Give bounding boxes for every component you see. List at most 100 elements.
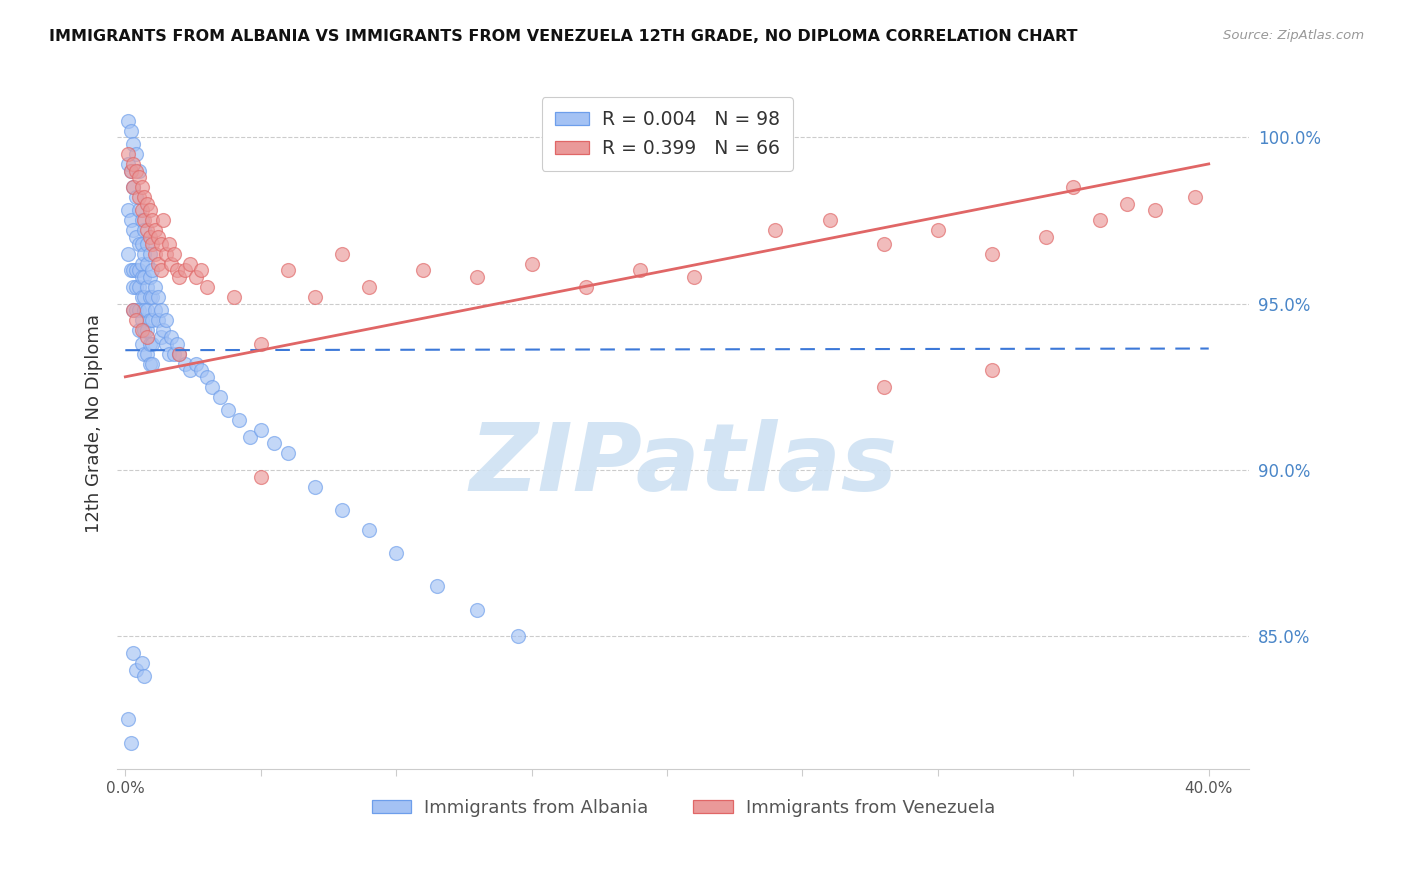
Point	[166, 263, 188, 277]
Point	[249, 336, 271, 351]
Point	[141, 236, 163, 251]
Point	[981, 363, 1004, 377]
Point	[125, 663, 148, 677]
Point	[201, 380, 224, 394]
Point	[249, 423, 271, 437]
Point	[138, 336, 160, 351]
Point	[141, 290, 163, 304]
Point	[520, 257, 543, 271]
Point	[134, 303, 156, 318]
Point	[195, 369, 218, 384]
Point	[163, 246, 186, 260]
Point	[683, 270, 706, 285]
Point	[157, 346, 180, 360]
Text: Source: ZipAtlas.com: Source: ZipAtlas.com	[1223, 29, 1364, 42]
Point	[117, 203, 139, 218]
Point	[330, 246, 353, 260]
Point	[628, 263, 651, 277]
Text: ZIPatlas: ZIPatlas	[470, 419, 897, 511]
Point	[873, 236, 896, 251]
Point	[190, 363, 212, 377]
Point	[138, 203, 160, 218]
Point	[125, 147, 148, 161]
Point	[169, 346, 191, 360]
Point	[131, 180, 153, 194]
Point	[134, 246, 156, 260]
Point	[117, 147, 139, 161]
Point	[138, 313, 160, 327]
Point	[138, 246, 160, 260]
Point	[179, 363, 201, 377]
Point	[190, 263, 212, 277]
Point	[277, 446, 299, 460]
Point	[125, 313, 148, 327]
Point	[143, 223, 166, 237]
Point	[426, 579, 449, 593]
Point	[134, 346, 156, 360]
Point	[136, 280, 159, 294]
Text: IMMIGRANTS FROM ALBANIA VS IMMIGRANTS FROM VENEZUELA 12TH GRADE, NO DIPLOMA CORR: IMMIGRANTS FROM ALBANIA VS IMMIGRANTS FR…	[49, 29, 1078, 44]
Point	[818, 213, 841, 227]
Point	[136, 236, 159, 251]
Point	[120, 163, 142, 178]
Point	[385, 546, 408, 560]
Point	[239, 430, 262, 444]
Point	[304, 479, 326, 493]
Point	[131, 290, 153, 304]
Point	[136, 257, 159, 271]
Point	[146, 313, 169, 327]
Point	[412, 263, 434, 277]
Point	[122, 280, 145, 294]
Point	[141, 336, 163, 351]
Point	[134, 290, 156, 304]
Point	[184, 270, 207, 285]
Point	[179, 257, 201, 271]
Point	[134, 669, 156, 683]
Point	[120, 163, 142, 178]
Point	[131, 656, 153, 670]
Point	[304, 290, 326, 304]
Point	[146, 230, 169, 244]
Point	[217, 403, 239, 417]
Point	[209, 390, 232, 404]
Point	[166, 336, 188, 351]
Point	[184, 357, 207, 371]
Point	[927, 223, 949, 237]
Point	[160, 330, 183, 344]
Point	[163, 346, 186, 360]
Point	[1035, 230, 1057, 244]
Point	[1090, 213, 1112, 227]
Point	[125, 280, 148, 294]
Point	[134, 190, 156, 204]
Point	[152, 213, 174, 227]
Point	[128, 236, 150, 251]
Point	[146, 257, 169, 271]
Point	[155, 313, 177, 327]
Point	[117, 157, 139, 171]
Point	[128, 170, 150, 185]
Point	[136, 346, 159, 360]
Point	[136, 330, 159, 344]
Point	[120, 263, 142, 277]
Point	[125, 190, 148, 204]
Point	[125, 263, 148, 277]
Point	[222, 290, 245, 304]
Point	[467, 602, 489, 616]
Point	[160, 257, 183, 271]
Point	[330, 503, 353, 517]
Point	[174, 357, 197, 371]
Point	[128, 303, 150, 318]
Point	[128, 163, 150, 178]
Point	[152, 323, 174, 337]
Point	[128, 280, 150, 294]
Point	[122, 303, 145, 318]
Point	[138, 357, 160, 371]
Point	[169, 346, 191, 360]
Point	[128, 190, 150, 204]
Point	[136, 197, 159, 211]
Point	[155, 336, 177, 351]
Point	[195, 280, 218, 294]
Point	[1184, 190, 1206, 204]
Point	[128, 203, 150, 218]
Point	[149, 263, 172, 277]
